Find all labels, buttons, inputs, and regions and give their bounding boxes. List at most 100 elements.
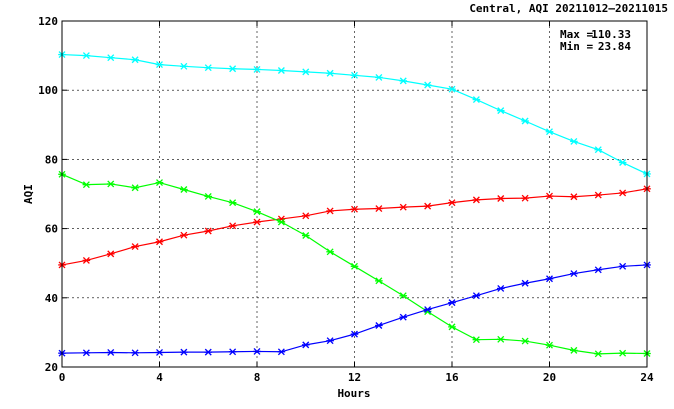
data-point xyxy=(448,299,456,307)
series-4 xyxy=(58,261,651,357)
data-point xyxy=(228,222,237,230)
data-point xyxy=(326,248,334,256)
data-point xyxy=(448,199,456,207)
data-point xyxy=(106,349,115,356)
data-point xyxy=(521,117,529,125)
data-point xyxy=(131,56,139,64)
data-point xyxy=(253,208,261,216)
data-point xyxy=(423,306,432,314)
y-tick-label: 60 xyxy=(45,223,58,236)
data-point xyxy=(594,191,603,199)
data-point xyxy=(326,337,334,345)
data-point xyxy=(204,192,213,200)
data-point xyxy=(106,250,115,258)
data-point xyxy=(301,232,310,239)
x-axis-label: Hours xyxy=(337,387,370,400)
data-point xyxy=(155,179,164,187)
min-value: 23.84 xyxy=(598,40,631,53)
grid-lines xyxy=(62,21,647,367)
data-point xyxy=(545,128,554,136)
data-point xyxy=(594,350,603,358)
data-point xyxy=(472,336,481,344)
data-point xyxy=(180,348,188,356)
data-point xyxy=(375,277,383,285)
data-point xyxy=(545,341,554,349)
data-point xyxy=(180,186,188,193)
data-point xyxy=(472,292,481,300)
data-point xyxy=(350,71,359,79)
data-point xyxy=(131,349,139,357)
data-point xyxy=(326,207,334,215)
data-point xyxy=(375,205,383,212)
data-point xyxy=(155,238,164,246)
data-point xyxy=(496,335,505,343)
data-point xyxy=(204,348,213,356)
plot-frame xyxy=(61,20,648,368)
data-point xyxy=(570,137,578,145)
data-point xyxy=(545,275,554,283)
data-point xyxy=(521,194,529,202)
data-point xyxy=(399,77,408,85)
data-point xyxy=(131,184,139,192)
series-line xyxy=(61,264,648,354)
data-point xyxy=(350,205,359,213)
data-point xyxy=(496,284,505,292)
y-tick-label: 80 xyxy=(45,153,58,166)
data-point xyxy=(180,62,188,70)
x-tick-label: 0 xyxy=(59,371,66,384)
x-tick-label: 20 xyxy=(543,371,556,384)
data-point xyxy=(253,347,261,355)
series-group xyxy=(58,51,651,358)
data-point xyxy=(277,67,286,74)
data-point xyxy=(180,231,188,239)
data-point xyxy=(228,65,237,73)
data-point xyxy=(496,107,505,115)
data-point xyxy=(301,212,310,220)
data-point xyxy=(106,180,115,188)
data-point xyxy=(82,256,91,264)
data-point xyxy=(594,146,603,154)
chart-title: Central, AQI 20211012–20211015 xyxy=(469,2,668,15)
y-tick-label: 20 xyxy=(45,361,58,374)
data-point xyxy=(204,64,213,72)
data-point xyxy=(204,227,213,235)
data-point xyxy=(545,192,554,200)
data-point xyxy=(253,218,261,226)
y-tick-label: 120 xyxy=(38,15,58,28)
data-point xyxy=(82,181,91,189)
data-point xyxy=(399,203,408,211)
data-point xyxy=(448,323,456,331)
y-tick-label: 40 xyxy=(45,292,58,305)
data-point xyxy=(570,270,578,278)
x-tick-label: 16 xyxy=(445,371,459,384)
data-point xyxy=(496,195,505,202)
max-value: 110.33 xyxy=(591,28,631,41)
series-1 xyxy=(58,51,651,178)
x-tick-label: 12 xyxy=(348,371,361,384)
data-point xyxy=(618,349,627,357)
x-tick-label: 8 xyxy=(254,371,261,384)
data-point xyxy=(448,85,456,93)
series-3 xyxy=(58,170,651,358)
max-label: Max = xyxy=(560,28,593,41)
data-point xyxy=(155,61,164,69)
data-point xyxy=(570,346,578,354)
data-point xyxy=(228,348,237,356)
data-point xyxy=(399,313,408,321)
data-point xyxy=(521,279,529,287)
data-point xyxy=(82,349,91,357)
data-point xyxy=(301,341,310,349)
data-point xyxy=(521,337,529,345)
data-point xyxy=(423,81,432,89)
data-point xyxy=(277,218,286,226)
data-point xyxy=(253,65,261,73)
y-axis-ticks: 20 40 60 80 100 120 xyxy=(38,15,647,374)
data-point xyxy=(326,69,334,77)
y-axis-label: AQI xyxy=(22,184,35,204)
data-point xyxy=(375,73,383,81)
data-point xyxy=(399,292,408,300)
x-tick-label: 4 xyxy=(156,371,163,384)
series-2 xyxy=(58,185,651,269)
data-point xyxy=(277,348,286,356)
